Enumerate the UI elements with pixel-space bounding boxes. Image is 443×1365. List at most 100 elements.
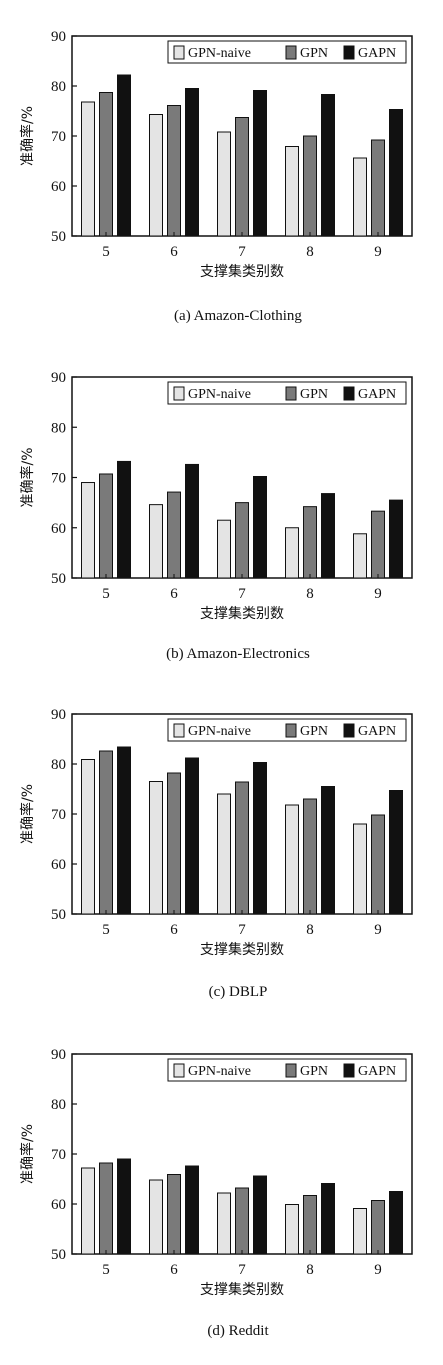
x-tick-label: 8 [306,1262,314,1278]
y-tick-label: 90 [51,370,66,386]
legend-swatch-gapn [343,386,355,401]
chart-panel: 50 60 70 80 90 5 6 7 8 9 支撑集类别数 准确率/% GPN-naive GPN GA… [19,1047,413,1339]
x-axis-label: 支撑集类别数 [200,941,284,958]
y-axis-label: 准确率/% [19,447,36,507]
bar-gpn [167,1174,181,1255]
legend-label: GAPN [358,46,396,61]
bar-gpn-naive [217,519,231,579]
bar-gapn [253,1175,267,1255]
bar-gpn [371,139,385,237]
bar-gpn-naive [285,1204,299,1255]
bar-gpn-naive [81,482,95,579]
bar-gpn [303,506,317,579]
x-tick-label: 5 [102,244,110,260]
bar-gpn [235,502,249,579]
bar-gpn [99,750,113,915]
x-tick-label: 5 [102,586,110,602]
chart-caption: (b) Amazon-Electronics [166,646,310,662]
x-tick-label: 8 [306,586,314,602]
legend-label: GPN-naive [188,387,251,402]
x-tick-label: 7 [238,586,246,602]
bar-gpn-naive [217,793,231,915]
x-tick-label: 5 [102,922,110,938]
bar-gapn [253,475,267,579]
legend-label: GAPN [358,1064,396,1079]
bar-gpn-naive [353,157,367,237]
bar-gapn [185,463,199,579]
bar-gpn-naive [81,101,95,237]
chart-caption: (c) DBLP [209,984,268,1000]
bar-gpn-naive [353,1208,367,1255]
x-tick-label: 6 [170,922,178,938]
y-tick-label: 70 [51,129,66,145]
bar-gpn [371,1200,385,1255]
bar-gpn-naive [285,527,299,579]
y-tick-label: 90 [51,29,66,45]
bar-gapn [389,1191,403,1255]
bar-gapn [117,1158,131,1255]
bar-gapn [389,790,403,915]
bar-gpn [371,510,385,579]
bar-gapn [389,109,403,237]
x-tick-label: 9 [374,586,382,602]
x-tick-label: 9 [374,1262,382,1278]
bar-gpn-naive [149,781,163,915]
x-axis-label: 支撑集类别数 [200,605,284,622]
x-tick-label: 7 [238,244,246,260]
x-tick-label: 5 [102,1262,110,1278]
bar-gpn [99,1162,113,1255]
y-tick-label: 70 [51,471,66,487]
bar-gpn-naive [149,114,163,237]
legend-swatch-gpn [285,45,297,60]
y-tick-label: 90 [51,1047,66,1063]
bar-gpn [303,1195,317,1255]
chart-panel: 50 60 70 80 90 5 6 7 8 9 支撑集类别数 准确率/% GPN-naive GPN GA… [19,707,413,1000]
legend-label: GPN-naive [188,46,251,61]
bar-gapn [253,90,267,237]
bar-gpn-naive [149,504,163,579]
legend-label: GPN [300,724,328,739]
y-tick-label: 60 [51,521,66,537]
legend-label: GPN [300,1064,328,1079]
bar-gpn [235,1187,249,1255]
bar-gapn [185,757,199,915]
bar-gapn [117,746,131,915]
y-axis-label: 准确率/% [19,1124,36,1184]
y-tick-label: 60 [51,1197,66,1213]
chart-caption: (a) Amazon-Clothing [174,308,302,324]
x-tick-label: 7 [238,1262,246,1278]
y-tick-label: 70 [51,807,66,823]
x-tick-label: 6 [170,244,178,260]
legend-label: GPN [300,46,328,61]
x-tick-label: 7 [238,922,246,938]
y-tick-label: 80 [51,1097,66,1113]
bar-gpn [167,772,181,915]
bar-gapn [117,74,131,237]
bar-gpn-naive [149,1179,163,1255]
legend-swatch-gpn-naive [173,45,185,60]
y-axis-label: 准确率/% [19,784,36,844]
bar-gpn-naive [285,804,299,915]
bar-gpn [99,473,113,579]
y-tick-label: 50 [51,907,66,923]
bar-gpn-naive [217,1192,231,1255]
y-tick-label: 80 [51,757,66,773]
bar-gpn [371,814,385,915]
bar-gpn [235,117,249,237]
bar-gpn-naive [81,759,95,915]
bar-gpn-naive [81,1167,95,1255]
y-tick-label: 50 [51,1247,66,1263]
bar-gapn [389,499,403,579]
y-tick-label: 80 [51,420,66,436]
bar-gapn [321,493,335,579]
chart-panel: 50 60 70 80 90 5 6 7 8 9 支撑集类别数 准确率/% GPN-naive GPN GA… [19,29,413,324]
bar-gpn-naive [285,146,299,237]
legend-swatch-gpn-naive [173,1063,185,1078]
y-tick-label: 70 [51,1147,66,1163]
x-tick-label: 6 [170,1262,178,1278]
bar-gpn [303,798,317,915]
bar-gpn [99,92,113,237]
bar-gpn [167,105,181,237]
x-tick-label: 8 [306,244,314,260]
